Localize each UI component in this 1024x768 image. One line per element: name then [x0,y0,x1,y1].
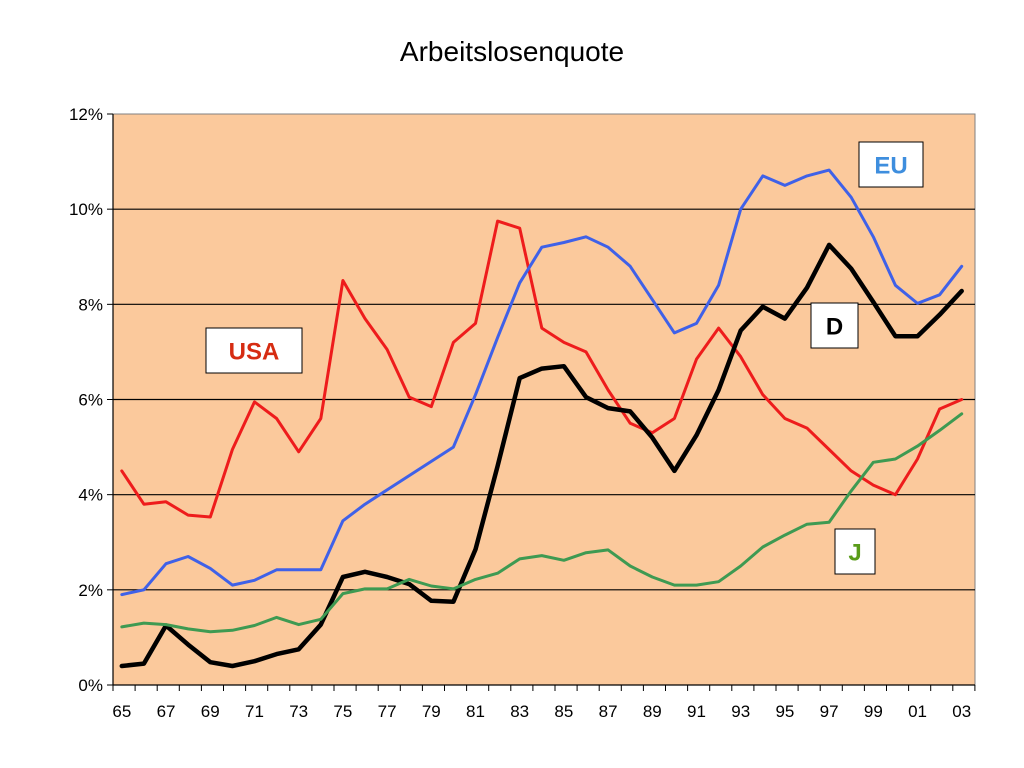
series-callouts: EU USA D J [205,141,924,575]
y-axis: 0% 2% 4% 6% 8% 10% 12% [69,105,114,695]
callout-box [858,141,924,188]
callout-label: EU [874,153,907,180]
x-tick-label: 81 [466,702,485,721]
x-tick-label: 93 [731,702,750,721]
x-tick-label: 85 [554,702,573,721]
callout-label: USA [229,339,280,366]
series-line-eu [120,168,964,597]
callout-usa: USA [205,327,303,374]
callout-box [834,528,876,575]
callout-d: D [810,302,859,349]
x-tick-label: 97 [820,702,839,721]
x-axis: 65 67 69 71 73 75 77 79 81 83 85 87 89 91 93 95 97 99 01 03 [112,684,976,721]
y-tick-label: 8% [78,295,103,314]
callout-box [810,302,859,349]
chart-title: Arbeitslosenquote [399,36,625,67]
callout-eu: EU [858,141,924,188]
x-tick-label: 71 [245,702,264,721]
callout-label: J [848,540,861,567]
y-tick-label: 2% [78,581,103,600]
x-tick-label: 87 [599,702,618,721]
series-line-usa [120,219,964,519]
callout-box [205,327,303,374]
y-tick-label: 4% [78,486,103,505]
x-tick-label: 67 [157,702,176,721]
x-tick-label: 73 [289,702,308,721]
x-tick-label: 89 [643,702,662,721]
x-tick-label: 01 [908,702,927,721]
series-lines [119,168,964,669]
x-tick-label: 91 [687,702,706,721]
y-tick-label: 0% [78,676,103,695]
x-tick-label: 77 [378,702,397,721]
callout-j: J [834,528,876,575]
x-tick-label: 95 [775,702,794,721]
y-tick-label: 12% [69,105,103,124]
series-line-d [119,242,964,669]
x-tick-label: 75 [333,702,352,721]
y-tick-label: 6% [78,391,103,410]
callout-label: D [826,314,843,341]
x-tick-label: 83 [510,702,529,721]
x-tick-label: 99 [864,702,883,721]
x-tick-label: 65 [112,702,131,721]
x-tick-label: 03 [952,702,971,721]
x-tick-label: 69 [201,702,220,721]
series-line-j [120,412,964,634]
y-tick-label: 10% [69,200,103,219]
x-tick-label: 79 [422,702,441,721]
